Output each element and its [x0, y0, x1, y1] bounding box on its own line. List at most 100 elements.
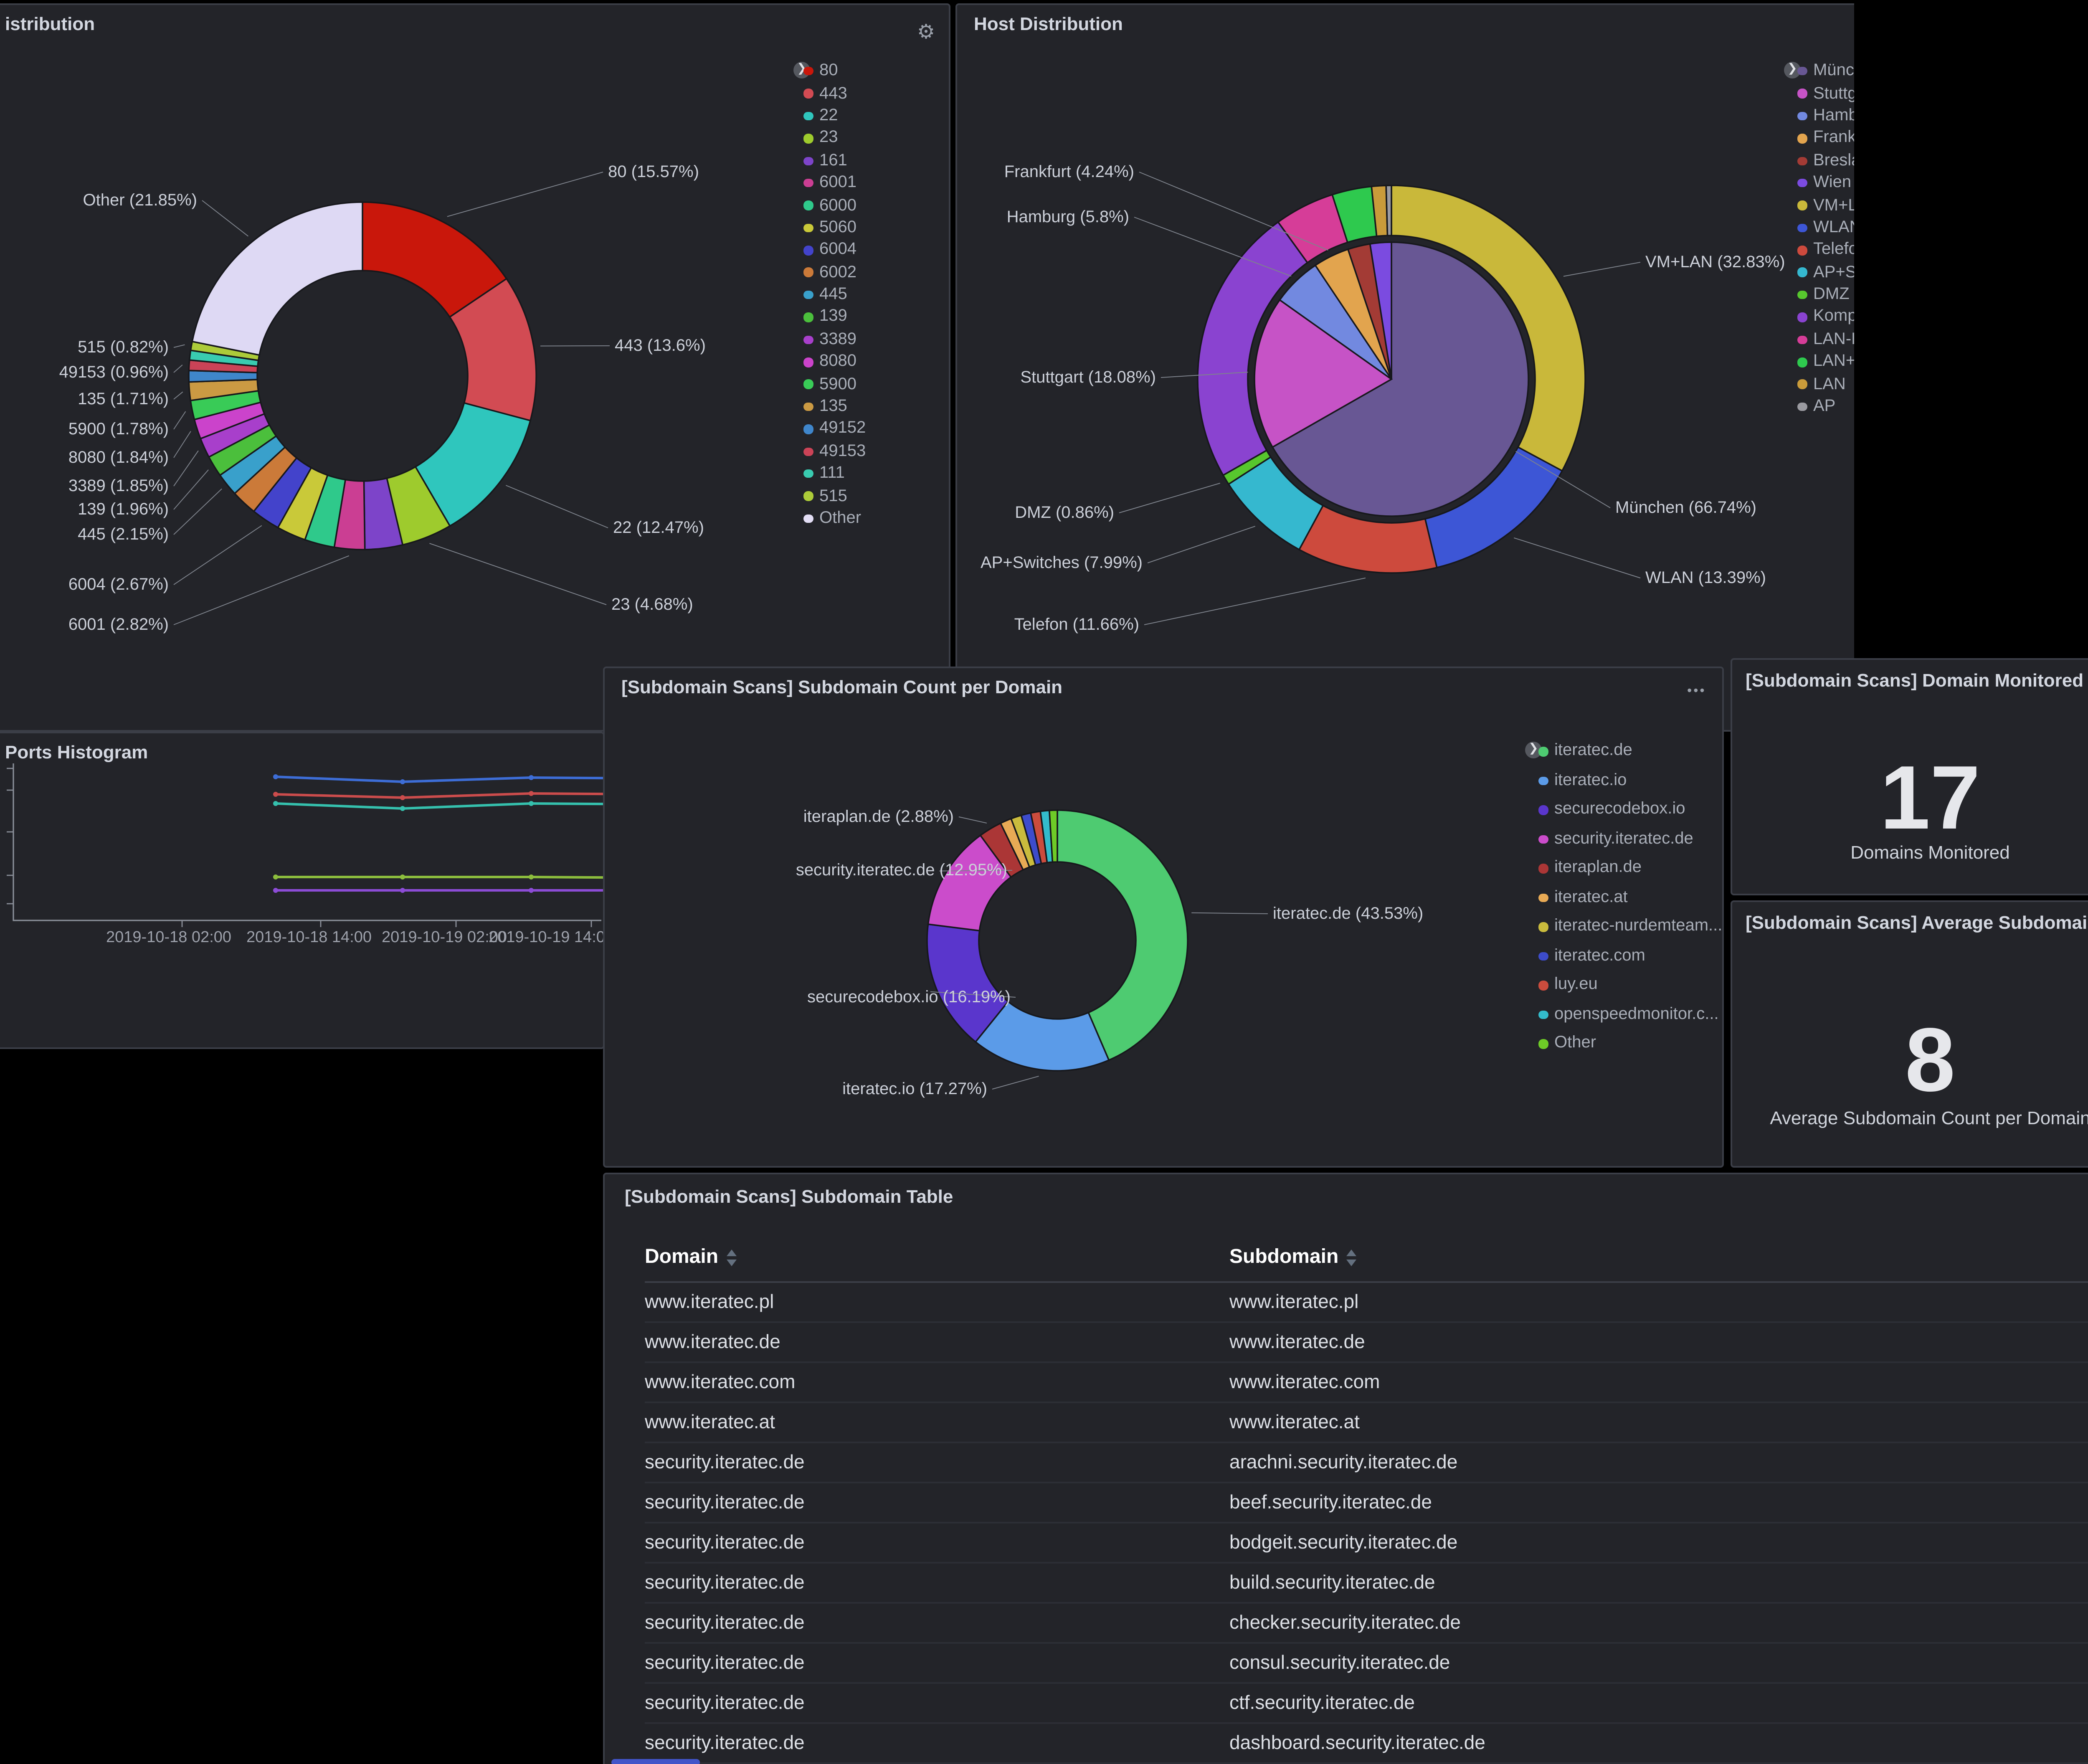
legend-item-AP+Swit[interactable]: AP+Swit [1797, 261, 1854, 284]
legend-item-8080[interactable]: 8080 [803, 351, 866, 373]
data-point[interactable] [400, 874, 405, 879]
legend-dot-icon [1538, 805, 1548, 814]
legend-item-Breslau[interactable]: Breslau [1797, 150, 1854, 172]
legend-item-WLAN[interactable]: WLAN [1797, 217, 1854, 239]
pie-slice-Komplett[interactable] [1197, 221, 1309, 476]
legend-item-AP[interactable]: AP [1797, 395, 1854, 418]
legend-item-Hambur[interactable]: Hambur [1797, 105, 1854, 127]
legend-item-Frankfu[interactable]: Frankfu [1797, 127, 1854, 150]
pie-slice-Other[interactable] [1048, 809, 1058, 863]
legend-item-label: DMZ [1813, 286, 1850, 304]
legend-item-iteratec.de[interactable]: iteratec.de [1538, 737, 1722, 766]
legend-item-iteratec.io[interactable]: iteratec.io [1538, 766, 1722, 795]
legend-item-5060[interactable]: 5060 [803, 217, 866, 239]
legend-item-49153[interactable]: 49153 [803, 441, 866, 463]
legend-item-Other[interactable]: Other [1538, 1029, 1722, 1058]
legend-item-Wien[interactable]: Wien [1797, 172, 1854, 195]
data-point[interactable] [273, 792, 278, 797]
legend-item-openspeedmonitor.c...[interactable]: openspeedmonitor.c... [1538, 1000, 1722, 1029]
legend-item-iteratec.com[interactable]: iteratec.com [1538, 941, 1722, 971]
data-point[interactable] [529, 775, 534, 780]
legend-item-luy.eu[interactable]: luy.eu [1538, 971, 1722, 1000]
legend-item-23[interactable]: 23 [803, 127, 866, 150]
data-point[interactable] [273, 774, 278, 779]
legend-dot-icon [803, 89, 813, 99]
legend-item-6000[interactable]: 6000 [803, 194, 866, 217]
legend-item-49152[interactable]: 49152 [803, 418, 866, 441]
data-point[interactable] [529, 791, 534, 796]
pie-slice-80[interactable] [362, 201, 508, 318]
legend-item-LAN-Ko[interactable]: LAN-Ko [1797, 329, 1854, 351]
legend-item-443[interactable]: 443 [803, 83, 866, 105]
legend-item-Münche[interactable]: Münche [1797, 60, 1854, 83]
slice-label: 445 (2.15%) [78, 526, 169, 545]
callout-line [1563, 262, 1641, 277]
panel-host-distribution: Host Distribution ❯ Münche Stuttgar Hambur… [955, 3, 1854, 732]
table-cell: www.iteratec.at [1229, 1402, 2088, 1443]
legend-item-Other[interactable]: Other [803, 507, 866, 530]
legend-item-iteratec.at[interactable]: iteratec.at [1538, 883, 1722, 912]
pie-slice-Wien[interactable] [1369, 241, 1392, 380]
legend-item-Stuttgar[interactable]: Stuttgar [1797, 83, 1854, 105]
legend-item-139[interactable]: 139 [803, 306, 866, 329]
legend-item-security.iteratec.de[interactable]: security.iteratec.de [1538, 824, 1722, 854]
legend-item-LAN+W[interactable]: LAN+W [1797, 351, 1854, 373]
legend-dot-icon [1797, 312, 1807, 322]
data-point[interactable] [400, 888, 405, 893]
pie-slice-Telefon[interactable] [1298, 504, 1438, 574]
table-cell: dashboard.security.iteratec.de [1229, 1723, 2088, 1764]
legend-item-161[interactable]: 161 [803, 150, 866, 172]
legend-item-Telefon[interactable]: Telefon [1797, 239, 1854, 262]
legend-expand-icon[interactable]: ❯ [1784, 62, 1801, 79]
legend-item-80[interactable]: 80 [803, 60, 866, 83]
pie-slice-Other[interactable] [191, 201, 363, 356]
table-cell: demo.security.iteratec.de [1229, 1763, 2088, 1764]
horizontal-scrollbar-thumb[interactable] [611, 1759, 700, 1764]
data-point[interactable] [529, 888, 534, 893]
legend-item-Komple[interactable]: Komple [1797, 306, 1854, 329]
gear-icon[interactable]: ⚙ [917, 20, 935, 43]
legend-item-VM+LAN[interactable]: VM+LAN [1797, 194, 1854, 217]
pie-slice-Stuttgart[interactable] [1254, 299, 1393, 449]
legend-item-135[interactable]: 135 [803, 395, 866, 418]
column-header-domain[interactable]: Domain [645, 1238, 1229, 1283]
legend-item-111[interactable]: 111 [803, 463, 866, 485]
pie-slice-22[interactable] [414, 402, 532, 527]
data-point[interactable] [529, 874, 534, 879]
legend-item-6001[interactable]: 6001 [803, 172, 866, 195]
legend-item-22[interactable]: 22 [803, 105, 866, 127]
slice-label: Stuttgart (18.08%) [1020, 369, 1156, 388]
pie-slice-iteratec.io[interactable] [974, 1000, 1110, 1072]
legend-item-iteratec-nurdemteam...[interactable]: iteratec-nurdemteam... [1538, 912, 1722, 941]
legend-item-DMZ[interactable]: DMZ [1797, 284, 1854, 307]
pie-slice-VM+LAN[interactable] [1391, 185, 1586, 472]
legend-item-label: 6002 [819, 263, 856, 282]
legend-item-5900[interactable]: 5900 [803, 373, 866, 396]
pie-slice-AP[interactable] [1385, 185, 1392, 236]
data-point[interactable] [273, 888, 278, 893]
data-point[interactable] [273, 801, 278, 806]
data-point[interactable] [400, 795, 405, 800]
legend-dot-icon [1797, 66, 1807, 76]
legend-item-3389[interactable]: 3389 [803, 329, 866, 351]
column-header-subdomain[interactable]: Subdomain [1229, 1238, 2088, 1283]
legend-item-securecodebox.io[interactable]: securecodebox.io [1538, 795, 1722, 824]
table-cell: www.iteratec.de [1229, 1322, 2088, 1363]
legend-item-6004[interactable]: 6004 [803, 239, 866, 262]
callout-line [173, 411, 186, 430]
pie-slice-iteratec.de[interactable] [1057, 809, 1188, 1061]
data-point[interactable] [273, 874, 278, 879]
legend-item-515[interactable]: 515 [803, 485, 866, 508]
ports-donut-chart [173, 172, 610, 625]
pie-slice-München[interactable] [1271, 241, 1529, 517]
data-point[interactable] [400, 806, 405, 811]
pie-slice-securecodebox.io[interactable] [926, 923, 1009, 1043]
legend-item-6002[interactable]: 6002 [803, 261, 866, 284]
legend-item-445[interactable]: 445 [803, 284, 866, 307]
legend-item-LAN[interactable]: LAN [1797, 373, 1854, 396]
data-point[interactable] [400, 779, 405, 784]
panel-menu-icon[interactable]: ••• [1687, 683, 1706, 698]
legend-item-iteraplan.de[interactable]: iteraplan.de [1538, 854, 1722, 883]
data-point[interactable] [529, 801, 534, 806]
